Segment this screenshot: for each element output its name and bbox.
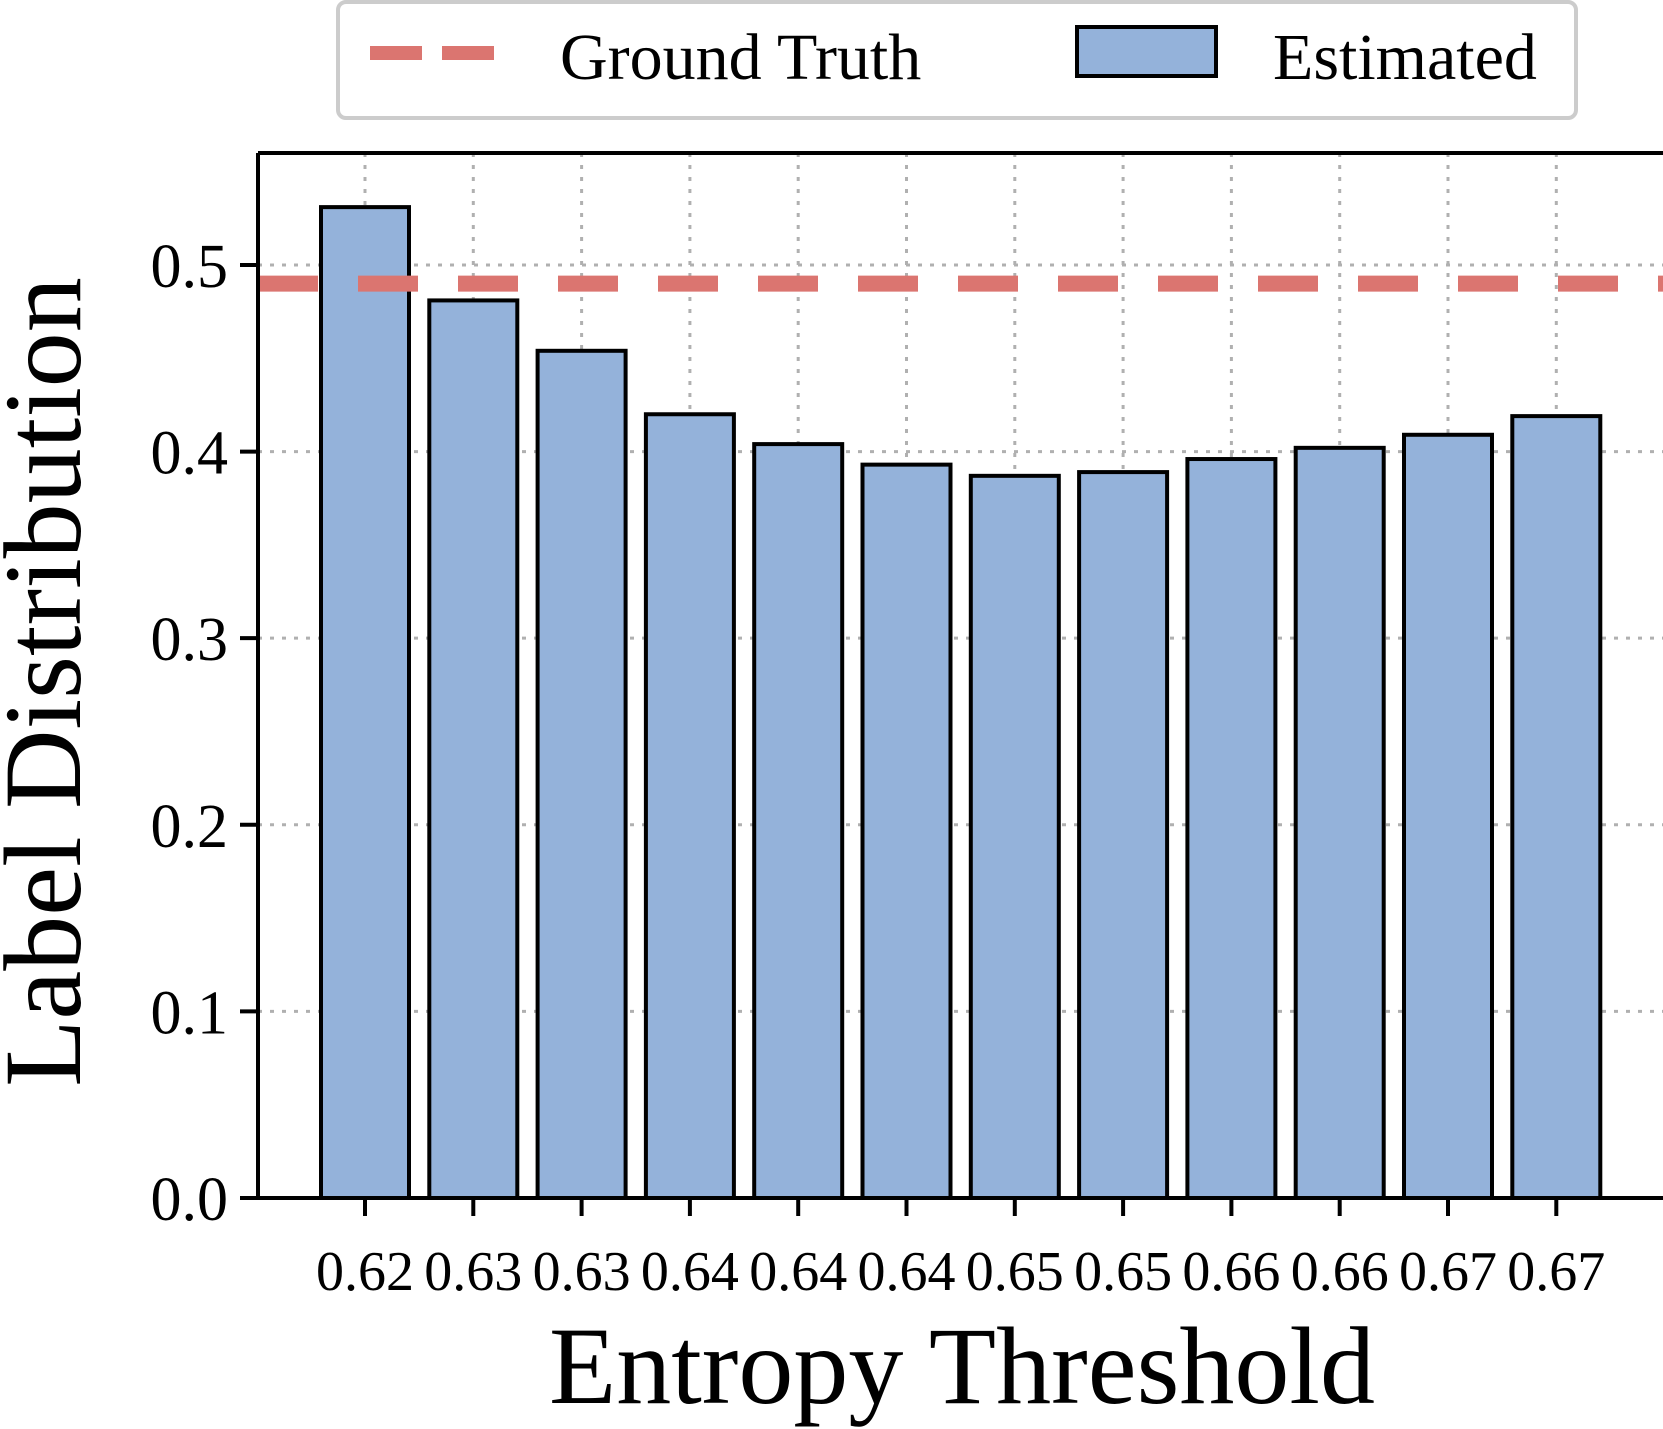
axes: 0.00.10.20.30.40.50.62 0.63 0.63 0.64 0.64 0.… (151, 151, 1663, 1303)
legend-estimated-swatch (1075, 25, 1218, 78)
bar (1510, 414, 1603, 1200)
y-axis-label: Label Distribution (0, 277, 104, 1087)
x-tick-label: 0.67 (1507, 1241, 1605, 1303)
x-tick-label: 0.63 (424, 1241, 522, 1303)
bar (643, 412, 736, 1200)
bar (860, 462, 953, 1201)
y-tick-label: 0.5 (151, 233, 229, 301)
legend: Ground Truth Estimated (336, 0, 1578, 120)
y-tick-label: 0.2 (151, 793, 229, 861)
bar (1185, 457, 1278, 1200)
bar (535, 348, 628, 1200)
x-axis-label: Entropy Threshold (549, 1305, 1375, 1427)
y-tick-label: 0.3 (151, 606, 229, 674)
bar (1402, 432, 1494, 1200)
bar (1077, 470, 1170, 1200)
x-tick-label: 0.66 (1182, 1241, 1280, 1303)
x-tick-label: 0.67 (1399, 1241, 1497, 1303)
x-tick-label: 0.65 (1074, 1241, 1172, 1303)
bars (319, 205, 1603, 1201)
bar (1293, 445, 1386, 1200)
legend-ground-truth-label: Ground Truth (560, 21, 921, 94)
bar (427, 298, 520, 1201)
x-tick-label: 0.66 (1291, 1241, 1389, 1303)
x-tick-label: 0.64 (749, 1241, 847, 1303)
y-tick-label: 0.4 (151, 420, 229, 488)
y-tick-label: 0.1 (151, 979, 229, 1047)
legend-estimated-label: Estimated (1273, 21, 1537, 94)
bar (968, 473, 1061, 1200)
x-tick-label: 0.64 (858, 1241, 956, 1303)
bar (752, 442, 845, 1201)
legend-frame (336, 0, 1578, 120)
bar (319, 205, 411, 1200)
x-tick-label: 0.64 (641, 1241, 739, 1303)
y-tick-label: 0.0 (151, 1166, 229, 1234)
x-tick-label: 0.65 (966, 1241, 1064, 1303)
x-tick-label: 0.62 (316, 1241, 414, 1303)
x-tick-label: 0.63 (533, 1241, 631, 1303)
